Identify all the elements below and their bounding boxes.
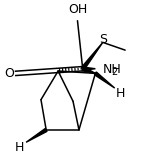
Text: OH: OH: [68, 3, 87, 16]
Text: H: H: [15, 141, 24, 154]
Text: 2: 2: [111, 67, 117, 77]
Polygon shape: [82, 67, 95, 73]
Polygon shape: [94, 72, 115, 88]
Polygon shape: [81, 42, 103, 70]
Polygon shape: [26, 128, 47, 142]
Text: NH: NH: [103, 63, 122, 76]
Polygon shape: [83, 67, 95, 70]
Text: S: S: [99, 33, 107, 46]
Text: H: H: [116, 87, 125, 100]
Text: O: O: [4, 67, 14, 80]
